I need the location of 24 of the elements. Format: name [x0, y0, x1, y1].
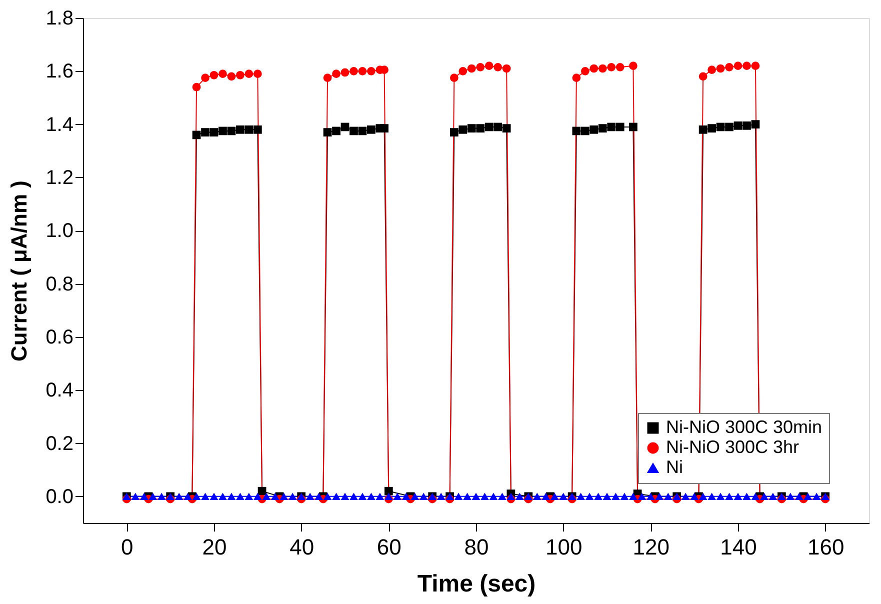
y-tick-label: 0.6 [46, 326, 74, 348]
y-tick-label: 1.4 [46, 114, 74, 136]
x-tick-label: 20 [202, 534, 227, 560]
y-tick-label: 0.8 [46, 273, 74, 296]
legend-label: Ni-NiO 300C 3hr [666, 437, 800, 457]
legend-label: Ni [666, 457, 683, 477]
legend-label: Ni-NiO 300C 30min [666, 417, 822, 437]
y-axis-title: Current ( μA/nm ) [6, 180, 32, 362]
y-tick-label: 0.0 [46, 486, 74, 508]
x-tick-label: 100 [545, 534, 582, 560]
x-tick-label: 120 [632, 534, 670, 560]
x-tick-label: 80 [464, 534, 489, 560]
x-tick-label: 60 [376, 534, 402, 560]
x-axis-title: Time (sec) [417, 570, 536, 598]
y-tick-label: 0.2 [46, 432, 74, 455]
x-tick-label: 160 [807, 534, 844, 560]
x-tick-label: 40 [290, 534, 314, 560]
x-tick-label: 140 [720, 534, 757, 560]
x-tick-label: 0 [121, 534, 134, 560]
y-tick-label: 1.6 [46, 60, 74, 83]
y-tick-label: 0.4 [46, 380, 74, 402]
y-tick-label: 1.8 [46, 8, 74, 30]
y-tick-label: 1.0 [46, 220, 74, 242]
y-tick-label: 1.2 [46, 166, 74, 189]
